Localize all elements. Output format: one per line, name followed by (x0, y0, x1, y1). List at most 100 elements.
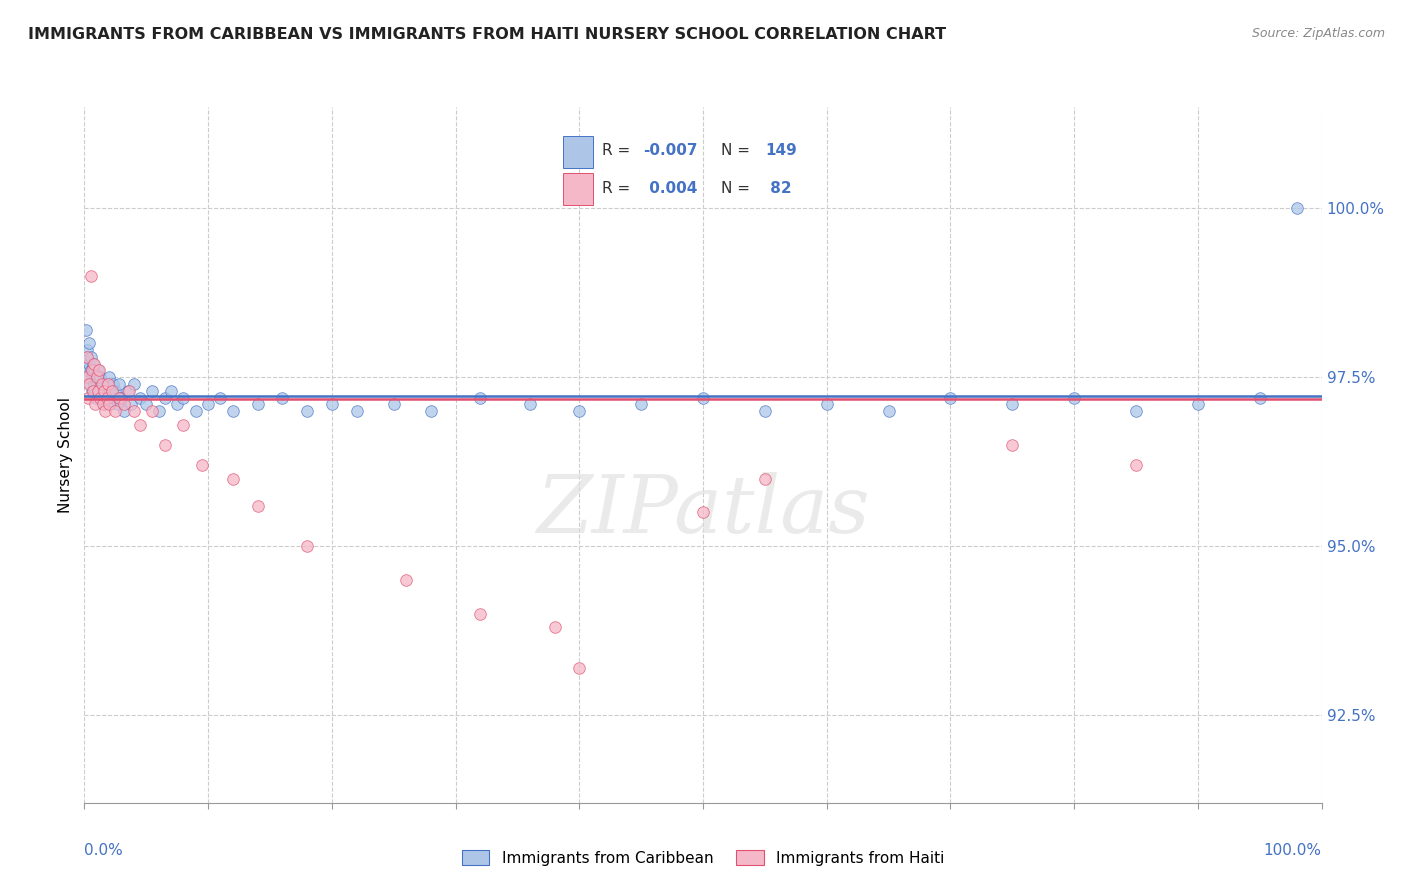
Point (1001, 397, 1024, 411)
Point (122, 404, 145, 418)
Point (1125, 404, 1147, 418)
Point (108, 391, 131, 405)
Point (222, 404, 245, 418)
Point (246, 397, 269, 411)
Point (82, 384, 104, 398)
Point (96, 391, 118, 405)
Legend: Immigrants from Caribbean, Immigrants from Haiti: Immigrants from Caribbean, Immigrants fr… (456, 844, 950, 871)
Point (395, 573, 418, 587)
Point (1001, 438, 1024, 452)
Point (101, 376, 124, 391)
Point (89, 363, 111, 377)
Point (470, 391, 492, 405)
Point (692, 505, 714, 519)
Point (79, 376, 101, 391)
Text: IMMIGRANTS FROM CARIBBEAN VS IMMIGRANTS FROM HAITI NURSERY SCHOOL CORRELATION CH: IMMIGRANTS FROM CARIBBEAN VS IMMIGRANTS … (28, 27, 946, 42)
Text: Source: ZipAtlas.com: Source: ZipAtlas.com (1251, 27, 1385, 40)
Point (568, 404, 591, 418)
Point (87, 363, 110, 377)
Point (939, 391, 962, 405)
Point (90, 391, 112, 405)
Point (79, 268, 101, 283)
Point (103, 391, 125, 405)
Point (141, 384, 163, 398)
Point (1187, 397, 1209, 411)
Point (84, 370, 107, 384)
Point (141, 404, 163, 418)
Point (153, 438, 176, 452)
Point (295, 404, 318, 418)
Point (197, 397, 219, 411)
Point (83, 357, 105, 371)
Point (94, 404, 117, 418)
Point (104, 384, 127, 398)
Point (98, 370, 121, 384)
Point (75, 370, 97, 384)
Point (93, 397, 115, 411)
Point (135, 397, 157, 411)
Point (160, 384, 183, 398)
Point (1063, 391, 1085, 405)
Y-axis label: Nursery School: Nursery School (58, 397, 73, 513)
Point (84, 391, 107, 405)
Point (94, 384, 117, 398)
Point (153, 391, 176, 405)
Point (191, 458, 214, 472)
Point (98, 397, 121, 411)
Point (754, 404, 776, 418)
Point (96, 376, 118, 391)
Point (75, 350, 97, 364)
Point (246, 499, 269, 513)
Point (107, 397, 129, 411)
Point (93, 384, 115, 398)
Point (1125, 458, 1147, 472)
Point (470, 607, 492, 621)
Point (84, 397, 107, 411)
Point (75, 323, 97, 337)
Point (630, 397, 652, 411)
Point (166, 397, 188, 411)
Point (79, 357, 101, 371)
Point (83, 384, 105, 398)
Point (118, 384, 141, 398)
Point (877, 404, 900, 418)
Point (97, 391, 120, 405)
Point (1249, 391, 1271, 405)
Point (77, 336, 100, 351)
Point (104, 404, 127, 418)
Point (108, 376, 131, 391)
Point (122, 376, 145, 391)
Point (76, 350, 98, 364)
Point (80, 384, 103, 398)
Point (77, 370, 100, 384)
Point (117, 384, 139, 398)
Point (172, 391, 194, 405)
Point (129, 417, 152, 432)
Point (112, 397, 135, 411)
Text: ZIPatlas: ZIPatlas (536, 472, 870, 549)
Point (382, 397, 405, 411)
Point (754, 472, 776, 486)
Point (80, 363, 103, 377)
Point (97, 376, 120, 391)
Point (568, 661, 591, 675)
Point (321, 397, 343, 411)
Point (112, 404, 135, 418)
Point (209, 391, 232, 405)
Point (100, 384, 122, 398)
Point (815, 397, 838, 411)
Point (120, 397, 142, 411)
Point (82, 357, 104, 371)
Point (79, 376, 101, 391)
Point (89, 370, 111, 384)
Point (76, 343, 98, 358)
Point (129, 391, 152, 405)
Point (76, 363, 98, 377)
Point (172, 417, 194, 432)
Point (89, 391, 111, 405)
Point (519, 397, 541, 411)
Point (91, 376, 114, 391)
Point (110, 391, 132, 405)
Point (100, 384, 122, 398)
Point (148, 404, 170, 418)
